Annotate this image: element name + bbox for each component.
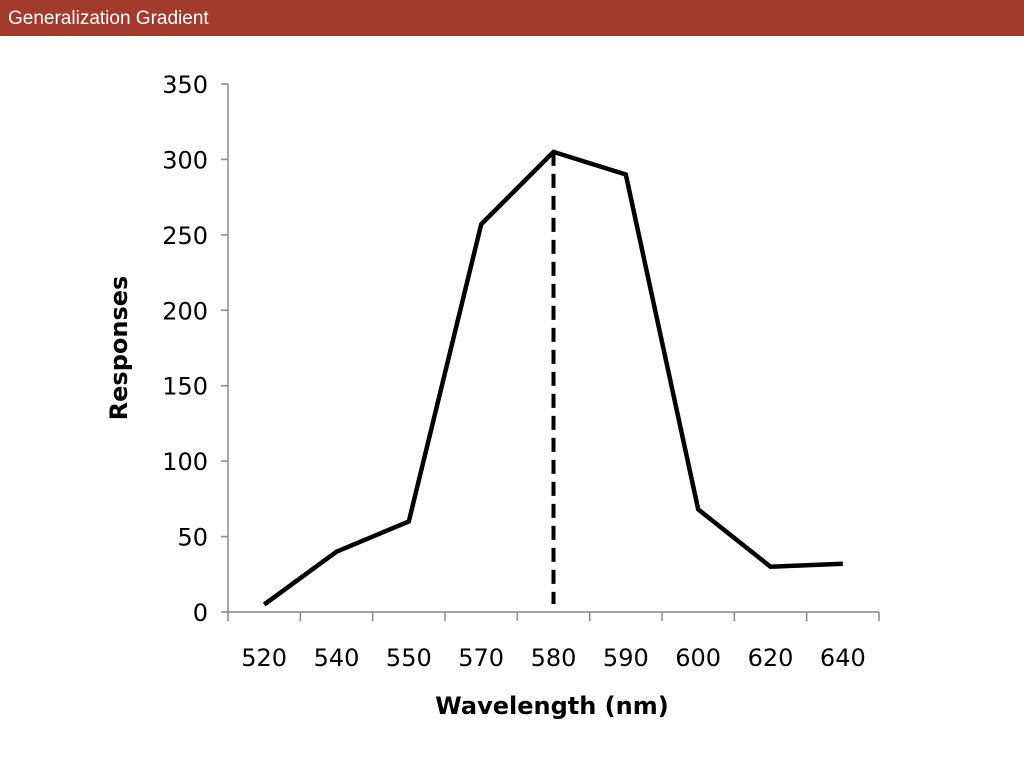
- x-tick-label: 590: [603, 644, 649, 672]
- x-tick-label: 540: [314, 644, 360, 672]
- y-tick-label: 0: [193, 599, 208, 627]
- series-line: [262, 149, 843, 607]
- x-tick-label: 550: [386, 644, 432, 672]
- x-tick-label: 640: [820, 644, 866, 672]
- y-tick-label: 200: [162, 297, 208, 325]
- x-tick-label: 600: [675, 644, 721, 672]
- x-tick-label: 570: [458, 644, 504, 672]
- y-tick-label: 150: [162, 373, 208, 401]
- title-bar: Generalization Gradient: [0, 0, 1024, 36]
- x-tick-label: 580: [531, 644, 577, 672]
- x-tick-label: 620: [748, 644, 794, 672]
- x-tick-label: 520: [241, 644, 287, 672]
- x-ticks: 520 540 550 570 580 590 600 620 640: [227, 612, 880, 672]
- y-tick-label: 350: [162, 71, 208, 99]
- slide-title: Generalization Gradient: [8, 8, 209, 29]
- y-tick-label: 100: [162, 448, 208, 476]
- y-tick-label: 250: [162, 222, 208, 250]
- y-tick-label: 50: [177, 524, 208, 552]
- y-axis-title: Responses: [105, 276, 133, 421]
- y-tick-label: 300: [162, 146, 208, 174]
- x-axis-title: Wavelength (nm): [435, 692, 668, 720]
- y-ticks: 0 50 100 150 200 250 300 350: [162, 71, 228, 627]
